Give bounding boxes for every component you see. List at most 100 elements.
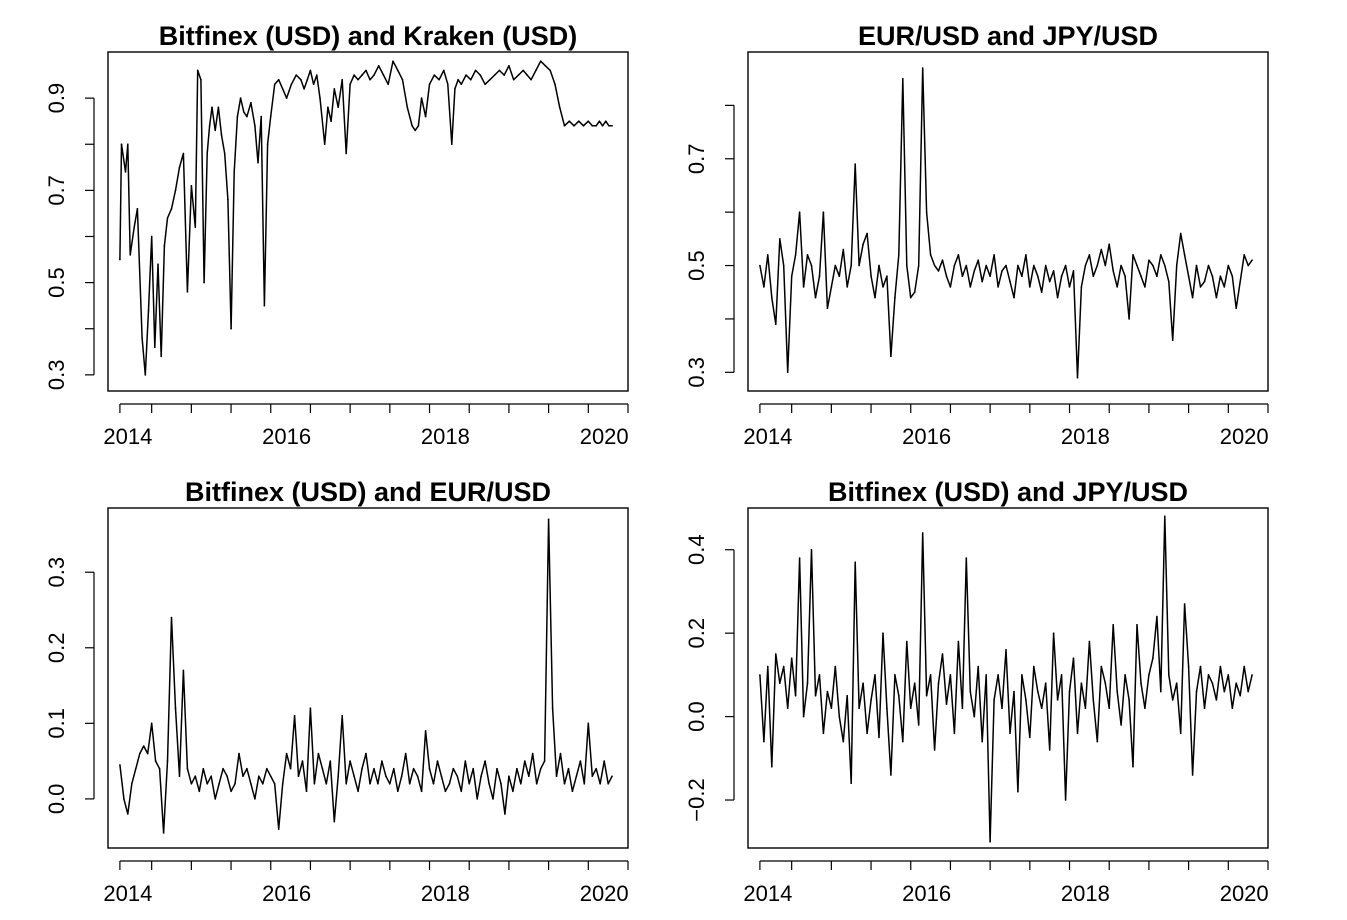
- data-point: [254, 125, 256, 127]
- x-tick-label: 2014: [103, 881, 152, 906]
- data-point: [387, 83, 390, 86]
- data-point: [305, 790, 308, 793]
- data-point: [838, 275, 841, 278]
- data-point: [258, 775, 260, 777]
- series-line: [759, 515, 1253, 843]
- data-point: [411, 125, 413, 127]
- data-point: [902, 740, 904, 743]
- data-point: [321, 767, 324, 770]
- data-point: [543, 760, 546, 762]
- data-point: [898, 254, 900, 256]
- data-point: [290, 83, 293, 86]
- data-point: [361, 767, 363, 770]
- data-point: [512, 790, 514, 793]
- data-point: [227, 198, 229, 201]
- data-point: [293, 715, 296, 717]
- data-point: [1144, 286, 1146, 288]
- data-point: [563, 125, 566, 127]
- data-point: [1100, 665, 1103, 668]
- data-point: [1120, 264, 1122, 267]
- data-point: [802, 715, 805, 718]
- data-point: [493, 74, 496, 76]
- data-point: [1033, 665, 1035, 668]
- data-point: [479, 74, 482, 76]
- data-point: [591, 775, 594, 777]
- data-point: [178, 166, 181, 169]
- data-point: [771, 296, 773, 299]
- data-point: [424, 730, 427, 732]
- data-point: [139, 752, 141, 755]
- data-point: [957, 640, 960, 643]
- data-point: [882, 632, 884, 634]
- data-point: [1179, 732, 1182, 735]
- data-point: [1239, 280, 1241, 283]
- data-point: [547, 518, 550, 521]
- x-tick-label: 2018: [1061, 881, 1110, 906]
- data-point: [890, 355, 892, 358]
- series-line: [119, 518, 613, 834]
- data-point: [512, 78, 515, 81]
- chart-title: Bitfinex (USD) and EUR/USD: [185, 477, 551, 507]
- data-point: [382, 74, 385, 76]
- data-point: [262, 783, 264, 785]
- data-point: [166, 760, 169, 762]
- data-point: [977, 665, 979, 668]
- data-point: [154, 346, 156, 349]
- data-point: [170, 616, 173, 619]
- data-point: [786, 707, 789, 709]
- data-point: [377, 783, 379, 785]
- data-point: [246, 115, 248, 118]
- data-point: [601, 125, 604, 127]
- data-point: [476, 798, 479, 800]
- data-point: [381, 760, 383, 762]
- data-point: [460, 790, 463, 793]
- data-point: [1148, 674, 1150, 676]
- data-point: [1005, 649, 1007, 651]
- x-tick-label: 2016: [262, 881, 311, 906]
- data-point: [186, 291, 189, 293]
- data-point: [504, 813, 506, 815]
- data-point: [136, 208, 139, 210]
- data-point: [578, 120, 580, 122]
- data-point: [1211, 275, 1214, 278]
- data-point: [468, 783, 471, 785]
- data-point: [345, 152, 348, 155]
- data-point: [385, 775, 387, 777]
- data-point: [266, 767, 268, 770]
- data-point: [217, 106, 220, 109]
- data-point: [1235, 682, 1237, 684]
- data-point: [154, 760, 157, 762]
- data-point: [238, 752, 240, 755]
- data-point: [492, 798, 494, 800]
- data-point: [779, 682, 781, 684]
- data-point: [1092, 699, 1095, 701]
- data-point: [611, 125, 613, 127]
- data-point: [583, 783, 586, 785]
- data-point: [190, 185, 193, 187]
- data-point: [1076, 732, 1079, 735]
- data-point: [214, 129, 216, 132]
- data-point: [1239, 694, 1241, 697]
- data-point: [582, 125, 585, 127]
- data-point: [194, 226, 197, 229]
- data-point: [917, 264, 920, 267]
- data-point: [1247, 264, 1249, 267]
- data-point: [965, 557, 968, 559]
- data-point: [408, 783, 411, 785]
- data-point: [763, 286, 765, 288]
- data-point: [567, 767, 570, 770]
- data-point: [846, 286, 848, 288]
- data-point: [208, 125, 211, 127]
- data-point: [913, 291, 916, 294]
- data-point: [266, 143, 269, 145]
- y-tick-label: 0.2: [44, 632, 69, 663]
- data-point: [242, 775, 244, 777]
- data-point: [862, 243, 864, 245]
- data-point: [327, 106, 329, 109]
- data-point: [945, 275, 948, 278]
- data-point: [607, 783, 609, 785]
- y-tick-label: −0.2: [684, 778, 709, 821]
- data-point: [997, 674, 999, 676]
- data-point: [202, 767, 205, 770]
- data-point: [1124, 275, 1126, 278]
